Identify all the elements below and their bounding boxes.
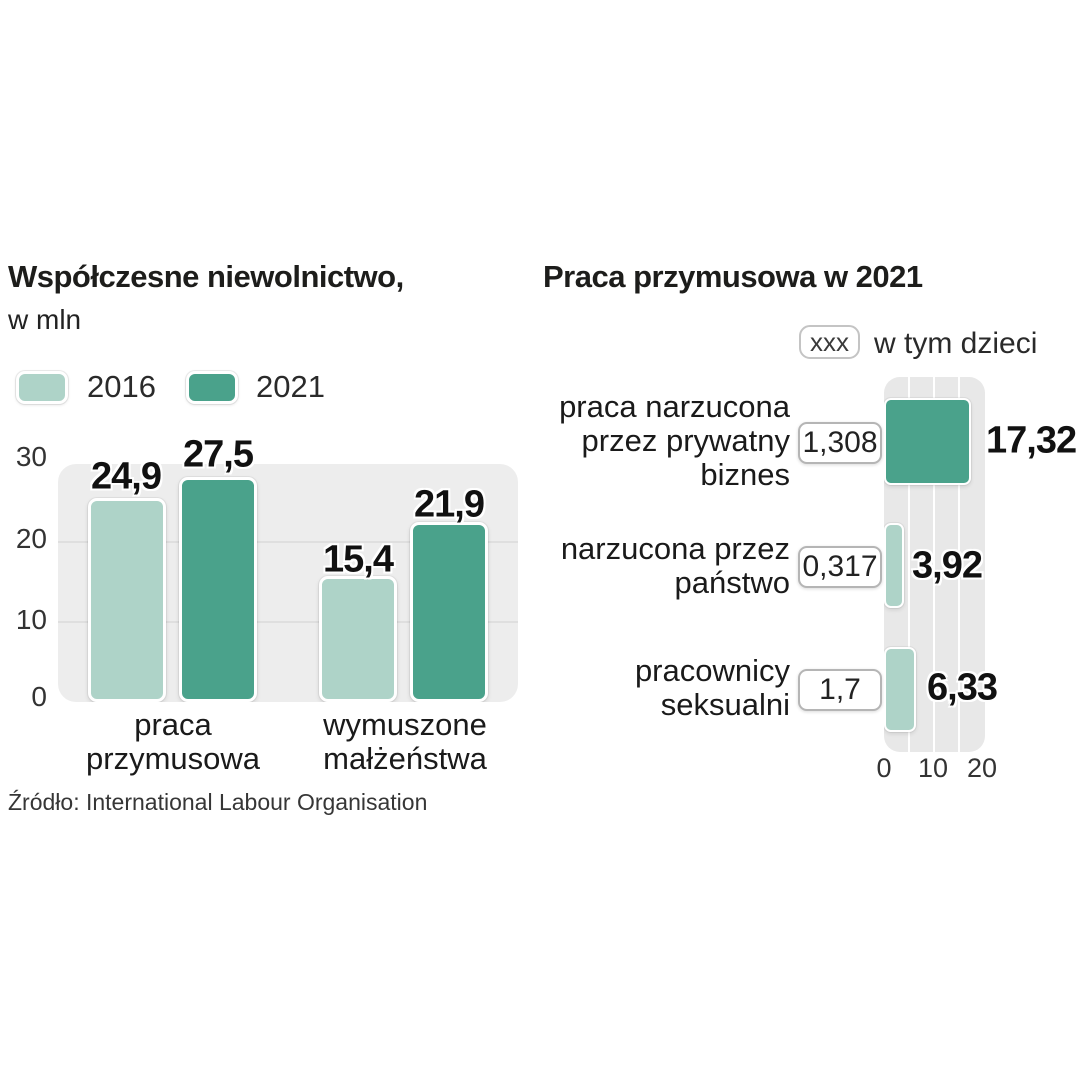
- category-line: przymusowa: [86, 741, 260, 776]
- value-label-6-33: 6,33: [927, 666, 998, 709]
- right-chart-title: Praca przymusowa w 2021: [543, 259, 923, 294]
- row-label-pracownicy-seksualni: pracownicy seksualni: [635, 654, 790, 722]
- source-note: Źródło: International Labour Organisatio…: [8, 789, 428, 815]
- row-label-line: pracownicy: [634, 653, 790, 688]
- legend-children-label: w tym dzieci: [874, 327, 1038, 360]
- category-wymuszone-malzenstwa: wymuszone małżeństwa: [323, 708, 487, 776]
- right-chart: Praca przymusowa w 2021 xxx w tym dzieci…: [540, 0, 1080, 1080]
- x-tick-20: 20: [966, 753, 998, 783]
- bar-panstwo: [884, 523, 904, 608]
- row-label-line: seksualni: [660, 687, 790, 722]
- y-tick-0: 0: [31, 681, 47, 712]
- row-label-line: biznes: [700, 457, 790, 492]
- gridline-5: [908, 377, 910, 752]
- category-line: praca: [134, 707, 212, 742]
- bar-2021-praca-przymusowa: [179, 477, 257, 702]
- value-label-17-32: 17,32: [986, 419, 1077, 462]
- gridline-15: [958, 377, 960, 752]
- category-line: małżeństwa: [323, 741, 487, 776]
- legend-children-box-text: xxx: [810, 326, 849, 357]
- children-value-1: 1,308: [802, 426, 878, 459]
- legend-swatch-2021: [185, 370, 238, 404]
- row-label-line: państwo: [674, 565, 790, 600]
- y-tick-10: 10: [15, 604, 47, 635]
- y-tick-30: 30: [15, 441, 47, 472]
- category-praca-przymusowa: praca przymusowa: [86, 708, 260, 776]
- category-line: wymuszone: [323, 707, 487, 742]
- gridline-10: [58, 621, 518, 623]
- children-value-box-1: 1,308: [798, 422, 882, 464]
- children-value-3: 1,7: [819, 673, 861, 706]
- legend-label-2016: 2016: [87, 369, 156, 404]
- row-label-prywatny-biznes: praca narzucona przez prywatny biznes: [559, 390, 790, 492]
- row-label-line: praca narzucona: [559, 389, 790, 424]
- value-label-21-9: 21,9: [414, 483, 485, 526]
- bar-pracownicy-seksualni: [884, 647, 916, 732]
- left-chart-subtitle: w mln: [8, 304, 82, 335]
- children-value-2: 0,317: [802, 550, 878, 583]
- legend-children-box: xxx: [799, 325, 860, 359]
- value-label-15-4: 15,4: [323, 538, 394, 581]
- value-label-24-9: 24,9: [91, 455, 162, 498]
- left-plot-area: [58, 464, 518, 702]
- children-value-box-3: 1,7: [798, 669, 882, 711]
- bar-2021-wymuszone-malzenstwa: [410, 522, 488, 702]
- bar-prywatny-biznes: [884, 398, 971, 485]
- left-chart: Współczesne niewolnictwo, w mln 2016 202…: [8, 259, 518, 815]
- left-chart-title: Współczesne niewolnictwo,: [8, 259, 404, 294]
- left-chart-legend: 2016 2021: [16, 369, 325, 405]
- legend-label-2021: 2021: [255, 369, 325, 404]
- x-tick-10: 10: [917, 753, 949, 783]
- gridline-20: [58, 541, 518, 543]
- row-label-line: przez prywatny: [581, 423, 790, 458]
- right-plot-area: [884, 377, 985, 752]
- bar-2016-wymuszone-malzenstwa: [319, 576, 397, 702]
- row-label-panstwo: narzucona przez państwo: [561, 532, 790, 600]
- y-tick-20: 20: [15, 523, 47, 554]
- children-value-box-2: 0,317: [798, 546, 882, 588]
- row-label-line: narzucona przez: [560, 531, 790, 566]
- x-tick-0: 0: [876, 753, 892, 783]
- value-label-27-5: 27,5: [183, 433, 254, 476]
- value-label-3-92: 3,92: [912, 544, 983, 587]
- bar-2016-praca-przymusowa: [88, 498, 166, 702]
- gridline-10: [933, 377, 935, 752]
- legend-swatch-2016: [16, 370, 68, 404]
